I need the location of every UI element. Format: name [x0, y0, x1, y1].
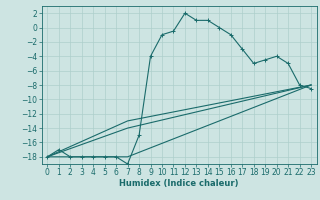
X-axis label: Humidex (Indice chaleur): Humidex (Indice chaleur) [119, 179, 239, 188]
